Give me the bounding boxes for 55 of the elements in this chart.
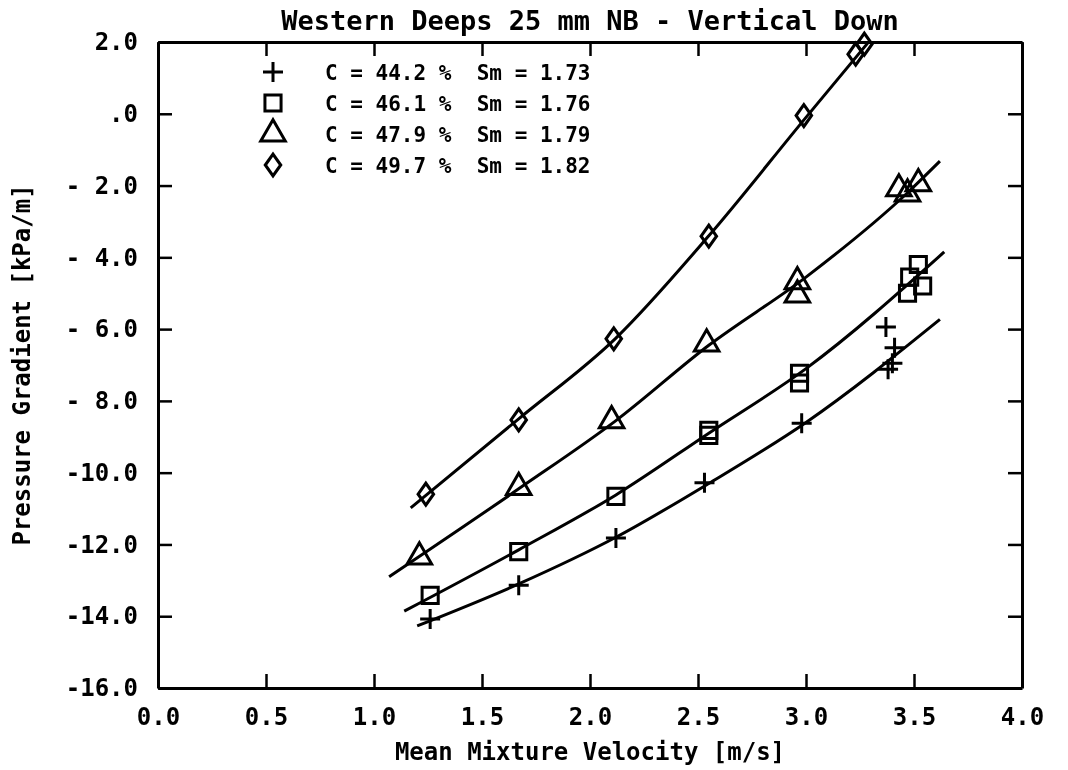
point	[699, 223, 718, 249]
x-tick-label: 0.0	[136, 703, 181, 732]
x-tick-label: 3.0	[784, 703, 829, 732]
y-tick-label: 2.0	[94, 28, 138, 57]
point	[846, 41, 865, 67]
legend-label: C = 47.9 % Sm = 1.79	[325, 123, 591, 147]
x-tick-label: 2.5	[676, 703, 721, 732]
point	[789, 363, 810, 383]
line-series	[402, 250, 946, 613]
point	[900, 267, 920, 287]
x-axis-title: Mean Mixture Velocity [m/s]	[394, 738, 786, 766]
point	[420, 585, 440, 605]
point	[880, 351, 904, 375]
point	[699, 425, 719, 445]
chart-title: Western Deeps 25 mm NB - Vertical Down	[281, 5, 899, 36]
point	[416, 481, 436, 507]
y-tick-label: - 2.0	[65, 171, 138, 200]
point	[606, 486, 626, 506]
y-tick-label: -14.0	[65, 602, 138, 631]
y-tick-label: -16.0	[65, 674, 138, 703]
point	[883, 336, 907, 360]
point	[897, 283, 918, 303]
y-tick-label: - 6.0	[65, 315, 138, 344]
point	[509, 407, 528, 433]
point	[507, 573, 531, 597]
point	[855, 31, 874, 57]
point	[794, 103, 814, 128]
point	[509, 542, 529, 562]
point	[908, 254, 928, 275]
x-tick-label: 1.5	[460, 703, 505, 732]
legend-label: C = 49.7 % Sm = 1.82	[325, 154, 591, 178]
y-tick-label: -12.0	[65, 530, 138, 559]
point	[874, 315, 898, 339]
y-tick-label: .0	[109, 99, 138, 128]
x-tick-label: 2.0	[568, 703, 613, 732]
point	[604, 526, 628, 550]
y-axis-title: Pressure Gradient [kPa/m]	[8, 184, 36, 546]
y-tick-label: -10.0	[65, 458, 138, 487]
y-tick-label: - 8.0	[65, 387, 138, 416]
point	[789, 373, 810, 393]
point	[418, 607, 442, 631]
point	[913, 276, 933, 296]
legend-label: C = 46.1 % Sm = 1.76	[325, 92, 591, 116]
point	[692, 471, 716, 495]
legend-label: C = 44.2 % Sm = 1.73	[325, 61, 591, 85]
y-tick-label: - 4.0	[65, 243, 138, 272]
x-tick-label: 4.0	[1000, 703, 1045, 732]
point	[876, 357, 900, 381]
x-tick-label: 0.5	[244, 703, 289, 732]
point	[699, 420, 719, 440]
point	[790, 411, 814, 435]
x-tick-label: 1.0	[352, 703, 397, 732]
x-tick-label: 3.5	[892, 703, 937, 732]
line-series	[415, 317, 942, 628]
point	[604, 326, 623, 352]
